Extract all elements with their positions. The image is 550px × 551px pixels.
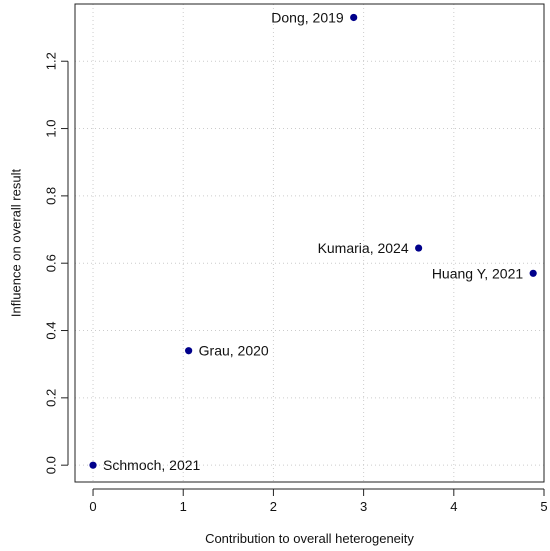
grid-lines <box>75 4 545 482</box>
y-tick-label: 1.0 <box>44 120 59 138</box>
data-point <box>89 461 97 469</box>
plot-frame <box>74 3 545 483</box>
data-points: Dong, 2019 Kumaria, 2024 Huang Y, 2021 Grau… <box>89 9 537 473</box>
data-point-label: Dong, 2019 <box>271 9 344 25</box>
x-tick-label: 3 <box>360 499 367 514</box>
x-tick-label: 1 <box>180 499 187 514</box>
x-tick-label: 0 <box>89 499 96 514</box>
x-tick-label: 2 <box>270 499 277 514</box>
y-tick-label: 1.2 <box>44 52 59 70</box>
y-tick-label: 0.4 <box>44 321 59 339</box>
data-point <box>185 347 193 355</box>
data-point-label: Grau, 2020 <box>199 343 269 359</box>
data-point <box>415 244 423 252</box>
x-axis-title: Contribution to overall heterogeneity <box>205 531 414 546</box>
data-point <box>350 13 358 22</box>
y-tick-label: 0.6 <box>44 254 59 272</box>
x-tick-label: 5 <box>540 499 547 514</box>
data-point-label: Huang Y, 2021 <box>432 265 524 281</box>
data-point-label: Kumaria, 2024 <box>318 240 409 256</box>
y-axis-title: Influence on overall result <box>9 169 24 318</box>
y-tick-label: 0.2 <box>44 389 59 407</box>
y-tick-label: 0.8 <box>44 187 59 205</box>
y-tick-label: 0.0 <box>44 456 59 474</box>
data-point <box>529 269 537 277</box>
x-tick-label: 4 <box>450 499 457 514</box>
data-point-label: Schmoch, 2021 <box>103 457 200 473</box>
axes: 0 1 2 3 4 5 0.0 0.2 0.4 0.6 0.8 1.0 1.2 <box>44 52 548 514</box>
